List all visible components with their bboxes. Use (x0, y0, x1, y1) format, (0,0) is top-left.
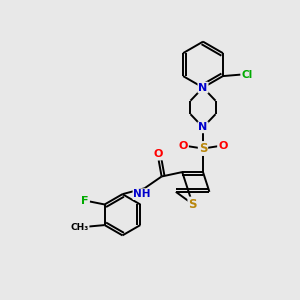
Text: NH: NH (134, 189, 151, 199)
Text: O: O (218, 141, 227, 151)
Text: S: S (199, 142, 207, 155)
Text: CH₃: CH₃ (70, 223, 89, 232)
Text: N: N (198, 122, 208, 132)
Text: Cl: Cl (242, 70, 253, 80)
Text: O: O (178, 141, 188, 151)
Text: S: S (188, 197, 197, 211)
Text: O: O (154, 149, 164, 159)
Text: N: N (198, 82, 208, 93)
Text: F: F (81, 196, 88, 206)
